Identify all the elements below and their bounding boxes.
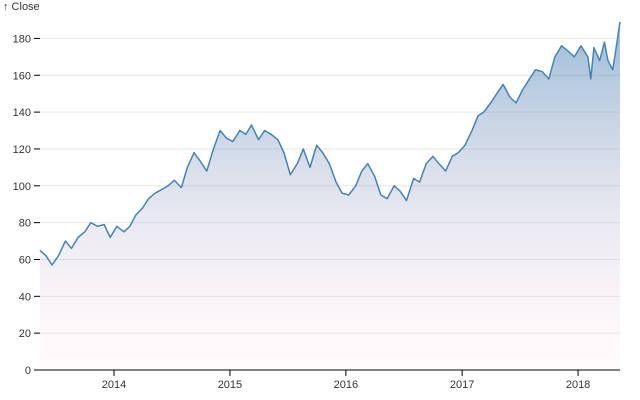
line-layer [39, 21, 621, 266]
x-axis: 2014 2015 2016 2017 2018 [40, 369, 620, 391]
x-tick-label-2015: 2015 [218, 379, 242, 391]
x-tick-label-2014: 2014 [102, 379, 126, 391]
area-layer [40, 21, 620, 371]
close-area-fill [40, 21, 620, 371]
y-tick-label-120: 120 [13, 144, 31, 156]
y-axis: 0 20 40 60 80 100 120 140 160 180 [13, 33, 40, 377]
y-tick-label-40: 40 [19, 291, 31, 303]
y-tick-label-20: 20 [19, 328, 31, 340]
y-axis-title: ↑ Close [3, 1, 40, 13]
y-tick-label-140: 140 [13, 107, 31, 119]
y-tick-label-160: 160 [13, 70, 31, 82]
y-tick-label-0: 0 [25, 365, 31, 377]
x-tick-label-2016: 2016 [334, 379, 358, 391]
close-series-line [39, 21, 621, 266]
y-tick-label-60: 60 [19, 254, 31, 266]
y-tick-label-80: 80 [19, 218, 31, 230]
x-tick-label-2017: 2017 [450, 379, 474, 391]
x-tick-label-2018: 2018 [566, 379, 590, 391]
y-tick-label-100: 100 [13, 181, 31, 193]
y-tick-label-180: 180 [13, 33, 31, 45]
